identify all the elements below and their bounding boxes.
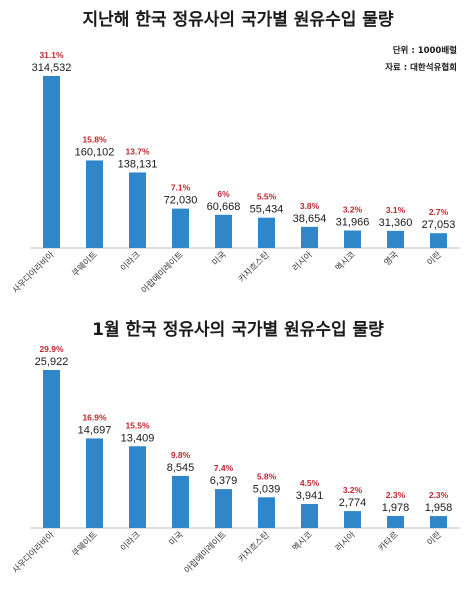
chart-1-percent-label: 7.1% <box>171 183 191 193</box>
chart-2-category-label: 이란 <box>425 529 444 548</box>
chart-1-bar <box>172 208 189 248</box>
chart-1-title: 지난해 한국 정유사의 국가별 원유수입 물량 <box>82 10 393 30</box>
chart-1-category-label: 러시아 <box>290 249 314 273</box>
chart-1-value-label: 55,434 <box>250 204 284 216</box>
chart-1-percent-label: 3.2% <box>343 205 363 215</box>
chart-1-percent-label: 3.1% <box>386 205 406 215</box>
chart-1-percent-label: 13.7% <box>125 146 150 156</box>
chart-2-percent-label: 2.3% <box>429 490 449 500</box>
chart-2-value-label: 1,958 <box>425 502 453 514</box>
chart-2-category-label: 멕시코 <box>290 529 314 553</box>
chart-2-percent-label: 29.9% <box>39 344 64 354</box>
chart-2-bar <box>301 503 318 528</box>
chart-1-category-label: 쿠웨이트 <box>70 249 100 279</box>
chart-1-percent-label: 31.1% <box>39 50 64 60</box>
chart-2-bar <box>344 511 361 528</box>
chart-1-value-label: 138,131 <box>118 158 158 170</box>
chart-2-bar <box>86 438 103 528</box>
chart-1-value-label: 60,668 <box>207 201 241 213</box>
chart-1-bar <box>215 214 232 248</box>
chart-1-value-label: 72,030 <box>164 195 198 207</box>
chart-1-category-label: 이란 <box>425 249 444 268</box>
chart-1-value-label: 27,053 <box>422 219 456 231</box>
chart-1-bar <box>86 160 103 248</box>
chart-1-category-label: 이라크 <box>118 249 142 273</box>
chart-1-bar <box>301 226 318 248</box>
chart-2-plot: 25,922 29.9% 사우디아라비아 14,697 16.9% 쿠웨이트 13,409 1… <box>10 344 460 576</box>
chart-2-category-label: 아랍에미레이트 <box>182 529 229 576</box>
chart-1-value-label: 160,102 <box>75 146 115 158</box>
chart-2-bar <box>258 497 275 528</box>
chart-1-category-label: 영국 <box>382 249 401 268</box>
chart-1-percent-label: 3.8% <box>300 201 320 211</box>
chart-1-percent-label: 6% <box>217 189 230 199</box>
chart-1-percent-label: 5.5% <box>257 192 277 202</box>
chart-2-value-label: 5,039 <box>253 483 281 495</box>
chart-2-value-label: 3,941 <box>296 490 324 502</box>
chart-2-value-label: 14,697 <box>78 424 112 436</box>
chart-1-category-label: 멕시코 <box>333 249 357 273</box>
chart-1-percent-label: 15.8% <box>82 134 107 144</box>
chart-2-percent-label: 16.9% <box>82 412 107 422</box>
chart-2-value-label: 8,545 <box>167 462 195 474</box>
chart-1-bar <box>344 230 361 248</box>
chart-2-percent-label: 4.5% <box>300 478 320 488</box>
chart-2-value-label: 1,978 <box>382 502 410 514</box>
chart-2-bar <box>172 475 189 528</box>
chart-1-value-label: 314,532 <box>32 62 72 74</box>
chart-1-plot: 314,532 31.1% 사우디아라비아 160,102 15.8% 쿠웨이트 138,1… <box>10 50 460 296</box>
chart-2-percent-label: 5.8% <box>257 471 277 481</box>
chart-2-title: 1월 한국 정유사의 국가별 원유수입 물량 <box>92 320 384 340</box>
chart-2-percent-label: 3.2% <box>343 485 363 495</box>
chart-2-category-label: 미국 <box>167 530 185 548</box>
chart-2-percent-label: 15.5% <box>125 420 150 430</box>
chart-1-bar <box>430 233 447 248</box>
chart-2-percent-label: 7.4% <box>214 463 234 473</box>
chart-2-bar <box>387 515 404 528</box>
chart-1-value-label: 31,966 <box>336 217 370 229</box>
chart-2-category-label: 사우디아라비아 <box>10 529 57 576</box>
chart-2-percent-label: 9.8% <box>171 450 191 460</box>
chart-2-category-label: 이라크 <box>118 529 142 553</box>
chart-1-value-label: 38,654 <box>293 213 327 225</box>
chart-2-value-label: 2,774 <box>339 497 367 509</box>
chart-1-bar <box>258 217 275 248</box>
chart-2-value-label: 6,379 <box>210 475 238 487</box>
chart-2-value-label: 25,922 <box>35 356 69 368</box>
chart-1-category-label: 사우디아라비아 <box>10 249 57 296</box>
chart-1-bar <box>387 230 404 248</box>
chart-1-bar <box>43 76 60 248</box>
chart-1-source-label: 자료 : 대한석유협회 <box>385 62 457 73</box>
chart-1-unit-label: 단위 : 1000배럴 <box>393 45 457 56</box>
chart-1-category-label: 카자흐스탄 <box>236 249 272 285</box>
chart-1-category-label: 아랍에미레이트 <box>139 249 186 296</box>
chart-1-bar <box>129 172 146 248</box>
chart-1-value-label: 31,360 <box>379 217 413 229</box>
chart-2-category-label: 카자흐스탄 <box>236 529 272 565</box>
chart-2-value-label: 13,409 <box>121 432 155 444</box>
chart-2-category-label: 카타르 <box>377 530 401 554</box>
chart-1-percent-label: 2.7% <box>429 207 449 217</box>
chart-1-category-label: 미국 <box>210 250 228 268</box>
chart-2-percent-label: 2.3% <box>386 490 406 500</box>
chart-2-category-label: 러시아 <box>333 529 357 553</box>
chart-2-category-label: 쿠웨이트 <box>70 529 100 559</box>
chart-2-bar <box>129 446 146 528</box>
chart-2-bar <box>430 516 447 528</box>
chart-2-bar <box>215 489 232 528</box>
chart-2-bar <box>43 370 60 528</box>
